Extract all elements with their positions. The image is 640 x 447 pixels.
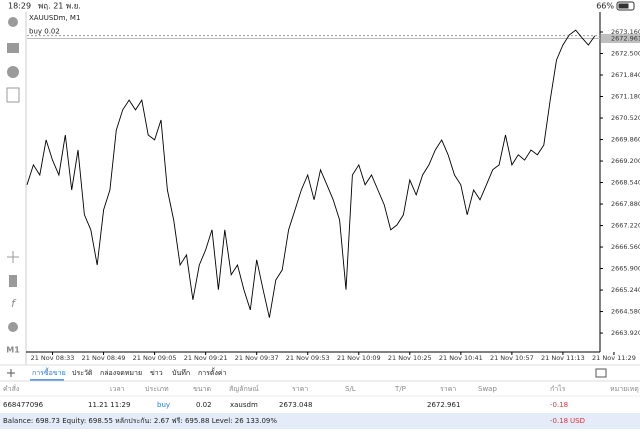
column-header: ราคา bbox=[440, 385, 456, 393]
column-header: หมายเหตุ bbox=[610, 385, 639, 393]
price-label: 2672.961 bbox=[611, 34, 640, 42]
battery-level bbox=[618, 3, 629, 9]
column-header: Swap bbox=[478, 385, 497, 393]
positions-table: คำสั่ง เวลา ประเภท ขนาด สัญลักษณ์ ราคา S/L T/P ร… bbox=[0, 384, 640, 409]
balance-summary: Balance: 698.73 Equity: 698.55 หลักประกั… bbox=[3, 417, 277, 425]
y-tick-label: 2670.520 bbox=[611, 114, 640, 122]
y-tick-label: 2667.880 bbox=[611, 200, 640, 208]
x-tick-label: 21 Nov 08:49 bbox=[82, 354, 126, 362]
balance-bar bbox=[0, 413, 640, 429]
x-tick-label: 21 Nov 09:05 bbox=[133, 354, 177, 362]
trade-icon[interactable] bbox=[7, 43, 19, 53]
column-header: S/L bbox=[345, 385, 356, 393]
chart-symbol: XAUUSDm, M1 bbox=[29, 14, 80, 22]
column-header: เวลา bbox=[110, 385, 125, 393]
tab[interactable]: การซื้อขาย bbox=[32, 366, 66, 377]
candles-icon[interactable] bbox=[9, 275, 17, 287]
cell-profit: -0.18 bbox=[550, 401, 568, 409]
tab[interactable]: กล่องจดหมาย bbox=[100, 369, 142, 377]
y-tick-label: 2668.540 bbox=[611, 179, 640, 187]
cell-time: 11.21 11:29 bbox=[88, 401, 130, 409]
status-date: พฤ. 21 พ.ย. bbox=[38, 2, 81, 11]
account-icon[interactable] bbox=[8, 17, 18, 27]
tabs: การซื้อขาย ประวัติ กล่องจดหมาย ข่าว บันทึก กา… bbox=[30, 366, 227, 381]
x-tick-label: 21 Nov 10:09 bbox=[337, 354, 381, 362]
y-tick-label: 2665.900 bbox=[611, 265, 640, 273]
y-tick-label: 2667.220 bbox=[611, 222, 640, 230]
column-header: กำไร bbox=[550, 384, 566, 393]
y-tick-label: 2669.860 bbox=[611, 136, 640, 144]
column-header: ขนาด bbox=[193, 385, 211, 393]
battery-icon bbox=[616, 1, 635, 11]
column-header: คำสั่ง bbox=[3, 384, 19, 393]
status-time: 18:29 bbox=[8, 2, 31, 11]
x-tick-label: 21 Nov 11:29 bbox=[592, 354, 636, 362]
column-header: สัญลักษณ์ bbox=[229, 385, 259, 393]
cell-symbol: xausdm bbox=[230, 401, 258, 409]
cell-type: buy bbox=[157, 401, 170, 409]
x-tick-label: 21 Nov 10:25 bbox=[388, 354, 432, 362]
tab[interactable]: บันทึก bbox=[172, 368, 190, 377]
cell-price: 2672.961 bbox=[427, 401, 460, 409]
x-tick-label: 21 Nov 11:13 bbox=[541, 354, 585, 362]
cell-size: 0.02 bbox=[196, 401, 212, 409]
cell-open-price: 2673.048 bbox=[279, 401, 312, 409]
objects-icon[interactable] bbox=[8, 322, 18, 332]
y-tick-label: 2663.920 bbox=[611, 329, 640, 337]
tab[interactable]: ประวัติ bbox=[72, 369, 93, 377]
toolbar: f M1 bbox=[6, 17, 20, 355]
y-tick-label: 2666.560 bbox=[611, 243, 640, 251]
x-tick-label: 21 Nov 09:53 bbox=[286, 354, 330, 362]
y-tick-label: 2671.180 bbox=[611, 93, 640, 101]
x-tick-label: 21 Nov 10:57 bbox=[490, 354, 534, 362]
column-header: ประเภท bbox=[145, 385, 169, 393]
tab[interactable]: ข่าว bbox=[150, 369, 163, 377]
tab[interactable]: การตั้งค่า bbox=[198, 366, 227, 377]
chart: 2663.920 2664.580 2665.240 2665.900 2666.560… bbox=[26, 28, 640, 362]
battery-percent: 66% bbox=[596, 2, 614, 11]
y-tick-label: 2669.200 bbox=[611, 157, 640, 165]
total-profit: -0.18 bbox=[550, 417, 568, 425]
column-header: T/P bbox=[394, 385, 406, 393]
y-tick-label: 2672.500 bbox=[611, 50, 640, 58]
y-tick-label: 2664.580 bbox=[611, 308, 640, 316]
order-label: buy 0.02 bbox=[29, 28, 60, 36]
add-button[interactable] bbox=[7, 369, 15, 377]
y-tick-label: 2665.240 bbox=[611, 286, 640, 294]
currency: USD bbox=[570, 417, 585, 425]
cell-order: 668477096 bbox=[3, 401, 44, 409]
crosshair-icon[interactable] bbox=[7, 251, 19, 263]
chat-icon[interactable] bbox=[7, 66, 19, 78]
x-tick-label: 21 Nov 08:33 bbox=[31, 354, 75, 362]
y-tick-label: 2671.840 bbox=[611, 71, 640, 79]
indicator-icon[interactable]: f bbox=[11, 297, 17, 310]
price-box bbox=[601, 33, 640, 43]
x-tick-label: 21 Nov 10:41 bbox=[439, 354, 483, 362]
y-tick-label: 2673.160 bbox=[611, 28, 640, 36]
layout-button[interactable] bbox=[595, 368, 607, 378]
column-header: ราคา bbox=[292, 385, 308, 393]
x-tick-label: 21 Nov 09:37 bbox=[235, 354, 279, 362]
new-order-icon[interactable] bbox=[6, 87, 20, 103]
price-series bbox=[26, 29, 596, 318]
x-tick-label: 21 Nov 09:21 bbox=[184, 354, 228, 362]
timeframe[interactable]: M1 bbox=[6, 346, 20, 355]
